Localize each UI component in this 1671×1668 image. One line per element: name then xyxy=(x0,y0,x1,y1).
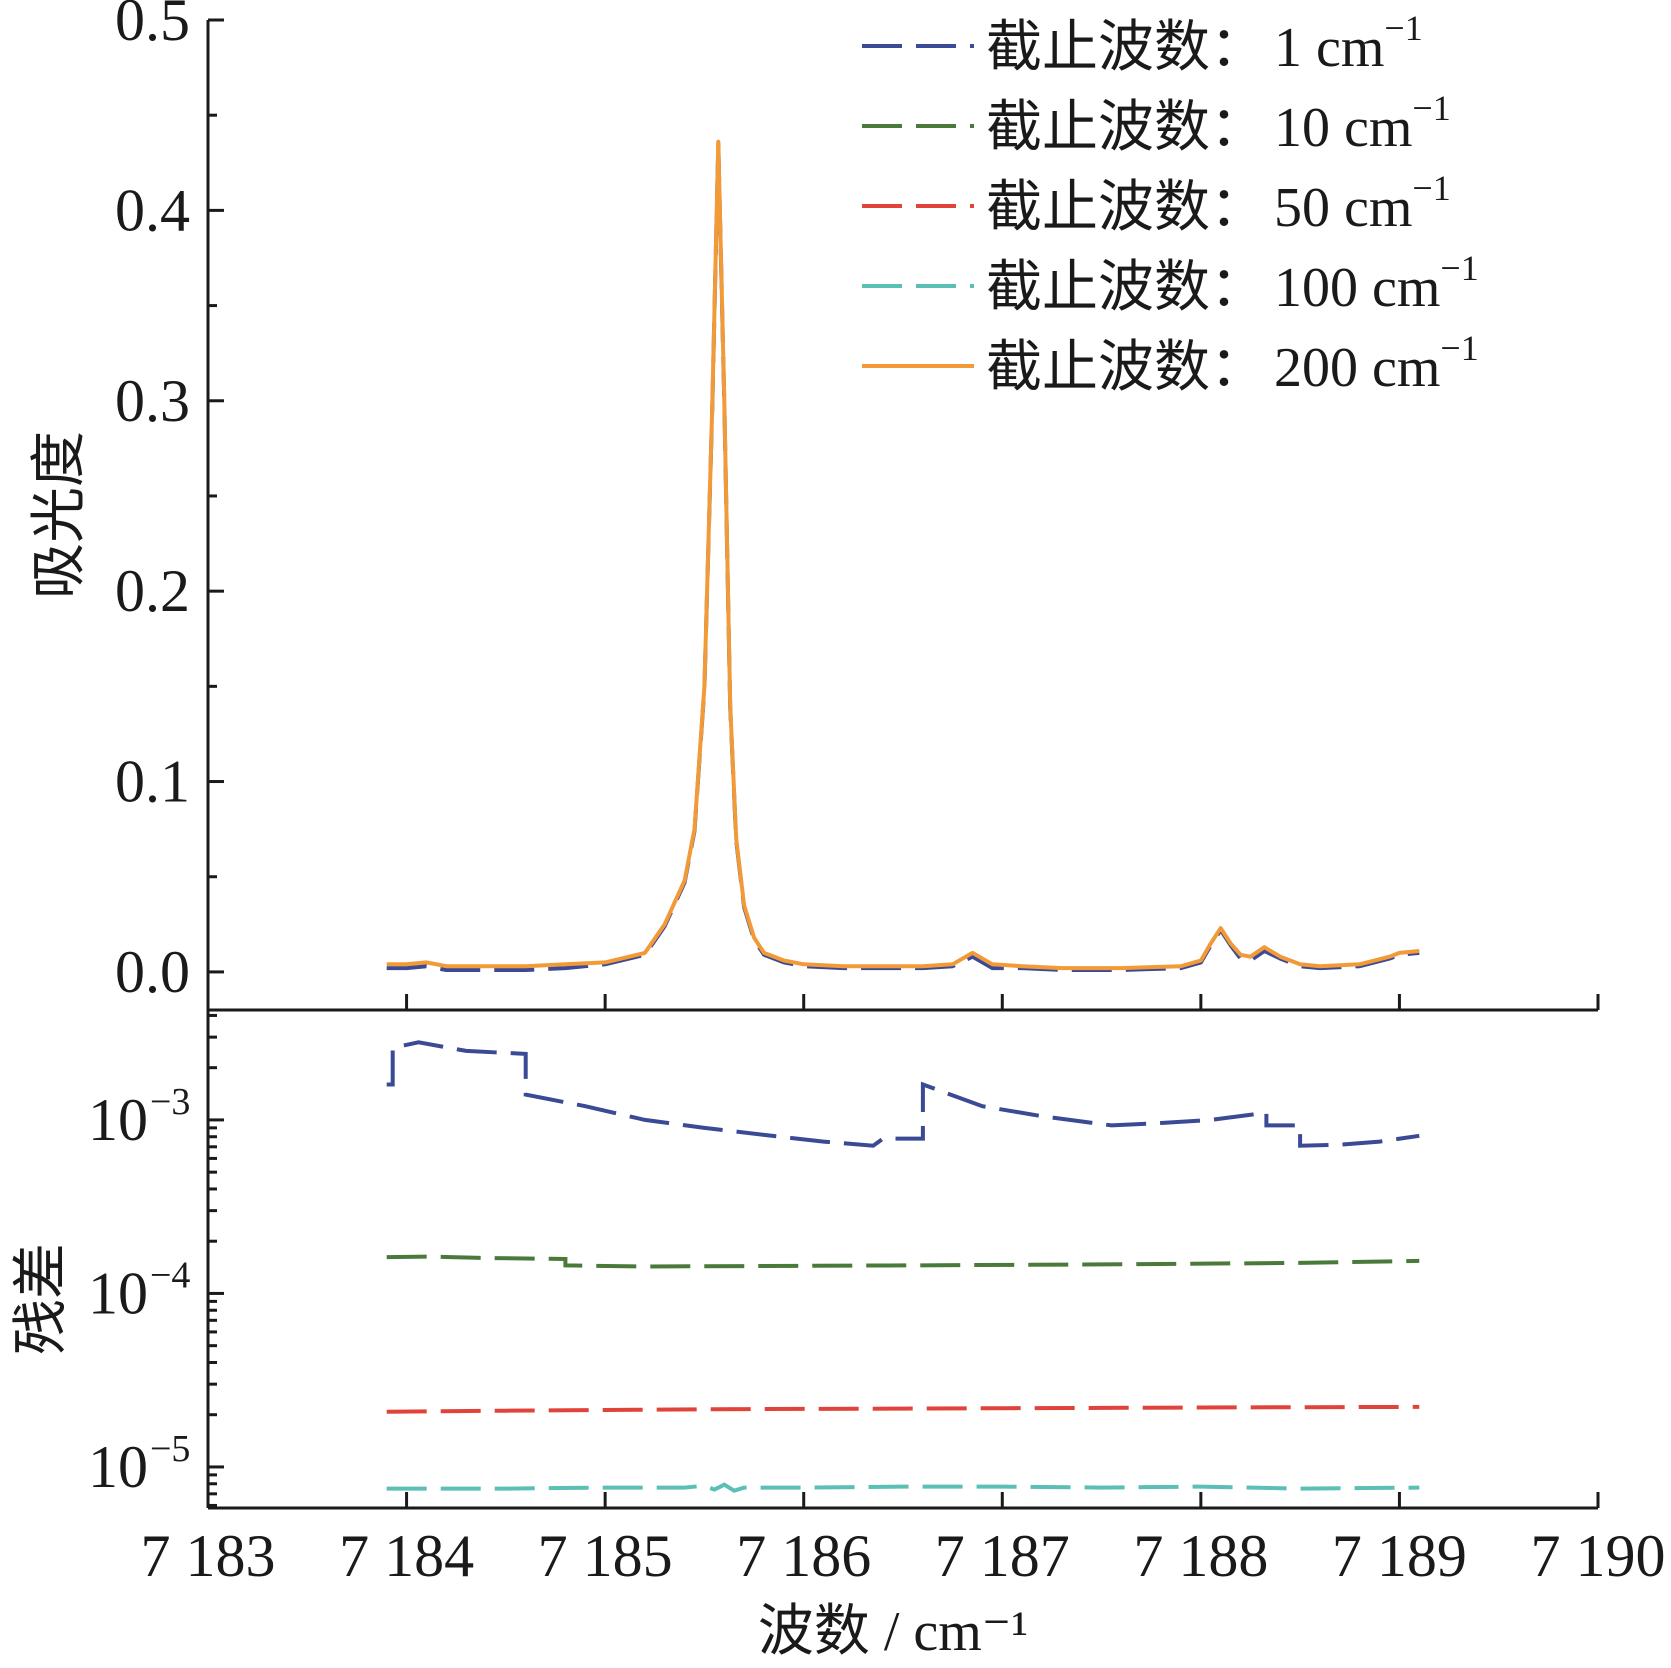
top-y-tick-label: 0.0 xyxy=(115,939,190,1005)
bottom-y-tick-exponent: −4 xyxy=(150,1254,190,1296)
legend-label: 截止波数： 100 cm−1 xyxy=(986,248,1479,319)
x-tick-label: 7 188 xyxy=(1133,1523,1268,1589)
x-axis-title: 波数 / cm⁻¹ xyxy=(758,1601,1028,1663)
bottom-series-line xyxy=(386,1040,1420,1148)
top-y-tick-label: 0.2 xyxy=(115,558,190,624)
top-series-line xyxy=(386,139,1420,971)
bottom-series-line xyxy=(386,1254,1420,1269)
top-y-tick-label: 0.3 xyxy=(115,368,190,434)
x-tick-label: 7 187 xyxy=(935,1523,1070,1589)
top-y-tick-label: 0.4 xyxy=(115,177,190,243)
top-y-tick-label: 0.1 xyxy=(115,749,190,815)
x-tick-label: 7 186 xyxy=(736,1523,871,1589)
x-tick-label: 7 185 xyxy=(538,1523,673,1589)
legend-label: 截止波数： 1 cm−1 xyxy=(986,8,1423,79)
bottom-y-tick-exponent: −5 xyxy=(150,1428,190,1470)
x-tick-label: 7 183 xyxy=(141,1523,276,1589)
bottom-panel: 7 183 7 184 7 185 7 186 7 187 7 188 7 189 7 190… xyxy=(88,994,1666,1589)
legend-label: 截止波数： 200 cm−1 xyxy=(986,328,1479,399)
top-panel: 0.0 0.1 0.2 0.3 0.4 0.5 xyxy=(115,0,1598,1012)
legend-label: 截止波数： 50 cm−1 xyxy=(986,168,1451,239)
x-tick-label: 7 189 xyxy=(1332,1523,1467,1589)
bottom-y-tick-exponent: −3 xyxy=(150,1081,190,1123)
top-y-tick-label: 0.5 xyxy=(115,0,190,53)
bottom-series-line xyxy=(386,1482,1420,1493)
legend-label: 截止波数： 10 cm−1 xyxy=(986,88,1451,159)
top-y-axis-title: 吸光度 xyxy=(29,431,91,599)
bottom-y-tick-label: 10 xyxy=(88,1260,148,1326)
legend: 截止波数： 1 cm−1 截止波数： 10 cm−1 截止波数： 50 cm−1 截止波数：… xyxy=(862,8,1479,399)
bottom-y-axis-title: 残差 xyxy=(11,1243,73,1355)
bottom-series-line xyxy=(386,1404,1420,1414)
bottom-y-tick-label: 10 xyxy=(88,1434,148,1500)
x-tick-label: 7 184 xyxy=(339,1523,474,1589)
bottom-y-tick-label: 10 xyxy=(88,1087,148,1153)
x-tick-label: 7 190 xyxy=(1531,1523,1666,1589)
